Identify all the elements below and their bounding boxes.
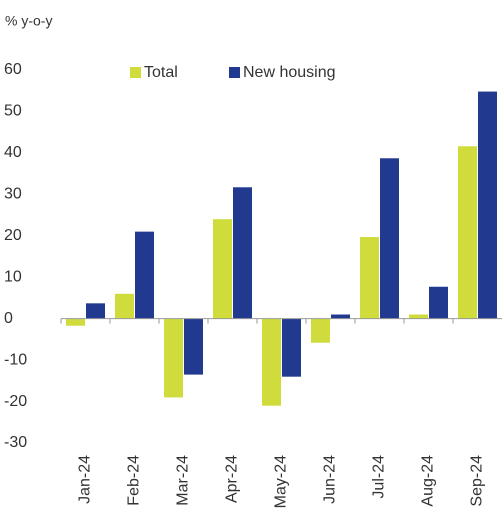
legend-label: Total <box>144 64 178 81</box>
x-tick-label: Sep-24 <box>469 455 486 507</box>
bar <box>429 286 448 319</box>
y-tick-label: -20 <box>4 393 27 410</box>
bar <box>164 318 183 398</box>
bar <box>66 318 85 326</box>
x-tick-label: Jun-24 <box>322 455 339 504</box>
y-tick-label: 0 <box>4 310 13 327</box>
x-tick-label: Jan-24 <box>77 455 94 504</box>
bar <box>86 303 105 319</box>
bar <box>458 146 477 319</box>
x-tick-label: Jul-24 <box>371 455 388 499</box>
bar <box>213 219 232 319</box>
bar <box>282 318 301 377</box>
bar <box>478 91 497 319</box>
legend-swatch <box>229 67 240 78</box>
x-tick-label: May-24 <box>273 455 290 508</box>
y-tick-label: 10 <box>4 268 22 285</box>
legend-label: New housing <box>243 64 336 81</box>
y-axis-label: % y-o-y <box>5 13 52 29</box>
y-tick-label: 40 <box>4 144 22 161</box>
x-tick-label: Apr-24 <box>224 455 241 503</box>
bar <box>135 231 154 319</box>
x-tick-label: Feb-24 <box>126 455 143 506</box>
bar <box>331 314 350 319</box>
bar <box>262 318 281 406</box>
y-tick-label: 50 <box>4 103 22 120</box>
bar <box>409 314 428 319</box>
y-tick-label: -30 <box>4 434 27 451</box>
y-tick-label: 30 <box>4 186 22 203</box>
bar <box>360 237 379 319</box>
y-tick-label: 20 <box>4 227 22 244</box>
bar <box>233 187 252 319</box>
bar <box>184 318 203 375</box>
bar <box>380 158 399 319</box>
x-tick-label: Aug-24 <box>420 455 437 507</box>
y-tick-label: -10 <box>4 351 27 368</box>
y-tick-label: 60 <box>4 61 22 78</box>
legend-swatch <box>130 67 141 78</box>
bar <box>115 293 134 319</box>
bar <box>311 318 330 343</box>
x-tick-label: Mar-24 <box>175 455 192 506</box>
